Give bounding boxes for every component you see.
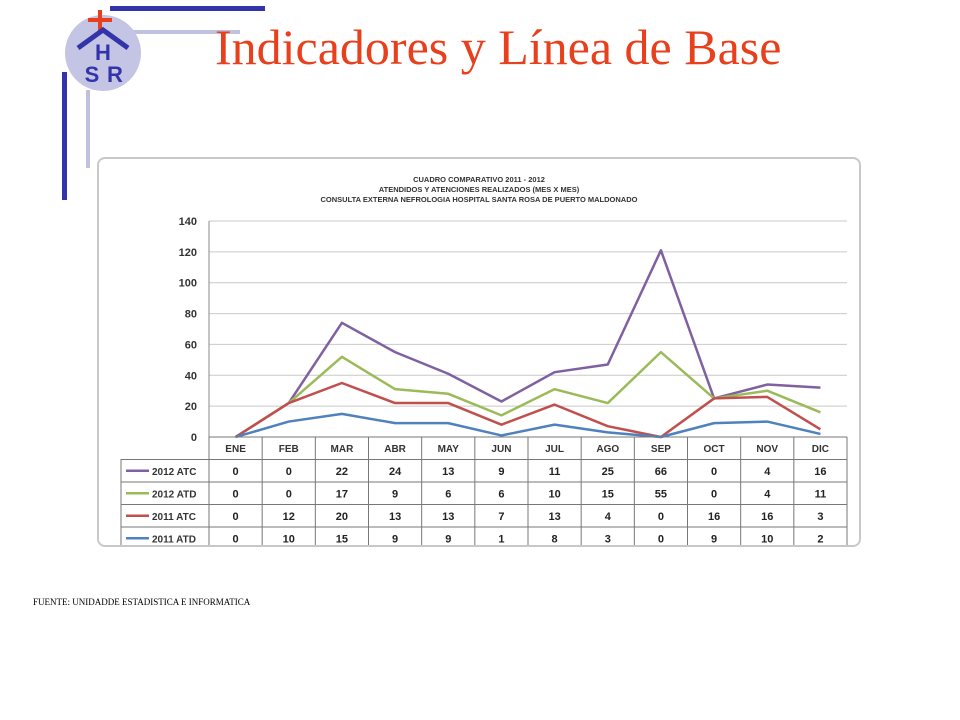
data-label: 20: [336, 511, 348, 523]
data-label: 9: [445, 533, 451, 545]
data-table-border: [120, 459, 848, 545]
series-line: [234, 249, 821, 439]
data-label: 3: [817, 511, 823, 523]
y-tick-label: 100: [179, 278, 197, 290]
y-tick-label: 40: [185, 370, 197, 382]
chart-title-line: ATENDIDOS Y ATENCIONES REALIZADOS (MES X…: [379, 185, 580, 194]
data-label: 11: [815, 488, 827, 500]
data-label: 22: [336, 466, 348, 478]
series-line: [234, 350, 821, 439]
data-label: 0: [711, 488, 717, 500]
decor-line-top-light: [92, 30, 240, 34]
legend-label: 2012 ATD: [152, 489, 196, 500]
x-tick-label: MAR: [331, 444, 355, 455]
logo-letter-r: R: [107, 62, 123, 87]
data-label: 2: [817, 533, 823, 545]
data-label: 6: [445, 488, 451, 500]
data-label: 9: [711, 533, 717, 545]
data-label: 25: [602, 466, 614, 478]
data-label: 17: [336, 488, 348, 500]
y-tick-label: 60: [185, 339, 197, 351]
y-tick-label: 20: [185, 401, 197, 413]
data-label: 11: [549, 466, 561, 478]
data-label: 3: [605, 533, 611, 545]
page-title: Indicadores y Línea de Base: [215, 19, 782, 75]
data-label: 4: [605, 511, 612, 523]
x-tick-label: OCT: [704, 444, 725, 455]
x-tick-label: SEP: [651, 444, 671, 455]
logo-letter-s: S: [85, 62, 100, 87]
data-label: 0: [658, 533, 664, 545]
decor-line-left-light: [86, 90, 90, 168]
data-label: 10: [283, 533, 295, 545]
data-label: 0: [286, 466, 292, 478]
x-tick-label: JUN: [491, 444, 511, 455]
x-tick-label: DIC: [812, 444, 829, 455]
data-label: 13: [442, 466, 454, 478]
data-label: 0: [233, 511, 239, 523]
x-tick-label: ENE: [225, 444, 246, 455]
data-label: 4: [764, 488, 771, 500]
legend-label: 2011 ATC: [152, 512, 196, 523]
data-label: 6: [498, 488, 504, 500]
y-tick-label: 0: [191, 432, 197, 444]
roof-icon: [76, 26, 130, 51]
data-label: 12: [283, 511, 295, 523]
chart-frame: CUADRO COMPARATIVO 2011 - 2012 ATENDIDOS …: [97, 157, 861, 547]
data-label: 0: [286, 488, 292, 500]
data-label: 13: [548, 511, 560, 523]
line-chart: CUADRO COMPARATIVO 2011 - 2012ATENDIDOS …: [120, 175, 848, 545]
legend-label: 2011 ATD: [152, 534, 196, 545]
data-label: 55: [655, 488, 667, 500]
y-tick-label: 80: [185, 309, 197, 321]
data-label: 0: [658, 511, 664, 523]
data-label: 16: [708, 511, 720, 523]
data-label: 10: [548, 488, 560, 500]
data-label: 4: [764, 466, 771, 478]
x-tick-label: ABR: [384, 444, 406, 455]
data-label: 15: [602, 488, 614, 500]
data-label: 16: [814, 466, 826, 478]
series-line: [235, 412, 821, 439]
data-label: 24: [389, 466, 402, 478]
data-label: 16: [761, 511, 773, 523]
logo-letter-h: H: [95, 40, 111, 65]
data-label: 0: [233, 533, 239, 545]
data-label: 0: [711, 466, 717, 478]
series-line: [234, 381, 822, 439]
data-label: 10: [761, 533, 773, 545]
legend-label: 2012 ATC: [152, 467, 196, 478]
decor-line-left: [62, 72, 67, 200]
data-label: 13: [389, 511, 401, 523]
x-tick-label: MAY: [438, 444, 460, 455]
data-label: 13: [442, 511, 454, 523]
source-footnote: FUENTE: UNIDADDE ESTADISTICA E INFORMATI…: [33, 597, 251, 607]
data-label: 7: [498, 511, 504, 523]
data-label: 0: [233, 488, 239, 500]
x-tick-label: FEB: [279, 444, 299, 455]
y-tick-label: 120: [179, 247, 197, 259]
data-label: 8: [552, 533, 558, 545]
data-label: 66: [655, 466, 667, 478]
data-label: 1: [498, 533, 504, 545]
data-label: 9: [498, 466, 504, 478]
chart-title-line: CUADRO COMPARATIVO 2011 - 2012: [413, 175, 545, 184]
data-label: 15: [336, 533, 348, 545]
x-tick-label: NOV: [756, 444, 778, 455]
data-label: 9: [392, 488, 398, 500]
x-tick-label: JUL: [545, 444, 564, 455]
y-tick-label: 140: [179, 216, 197, 228]
chart-title-line: CONSULTA EXTERNA NEFROLOGIA HOSPITAL SAN…: [321, 195, 638, 204]
x-tick-label: AGO: [596, 444, 619, 455]
data-label: 0: [233, 466, 239, 478]
data-label: 9: [392, 533, 398, 545]
hospital-logo: H S R: [65, 10, 141, 91]
decor-line-top: [110, 6, 265, 11]
